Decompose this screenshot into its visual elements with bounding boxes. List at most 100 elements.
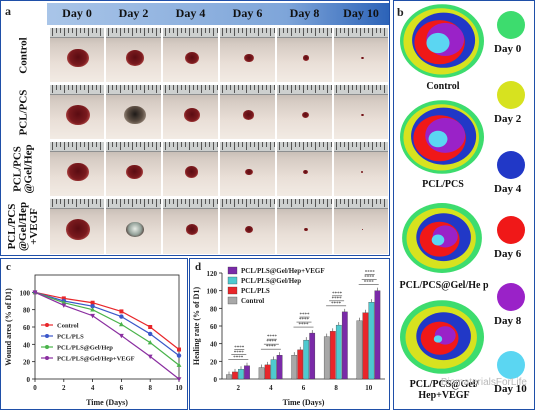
y-tick-label: 100 <box>207 288 218 296</box>
ruler-strip <box>220 85 275 95</box>
wound-spot <box>243 110 254 120</box>
wound-spot <box>243 53 254 63</box>
ruler-strip <box>50 28 104 38</box>
wound-photo <box>105 141 162 197</box>
wound-photo <box>162 198 219 255</box>
day-header-band <box>47 3 389 25</box>
legend-label: PCL/PLS@Gel/Hep+VEGF <box>241 267 325 275</box>
x-tick-label: 4 <box>91 384 95 392</box>
legend-label: PCL/PLS@Gel/Hep+VEGF <box>57 356 135 363</box>
series-line-pcl-pls-gel-hep-vegf <box>34 291 180 380</box>
significance-label: **** <box>234 351 245 356</box>
closure-ring-day-10 <box>428 130 448 148</box>
series-line-control <box>34 291 180 351</box>
legend-label: PCL/PLS <box>57 334 84 341</box>
ruler-strip <box>334 28 388 38</box>
ruler-strip <box>163 142 218 152</box>
data-point <box>148 331 153 337</box>
ruler-strip <box>220 142 275 152</box>
wound-photo <box>276 198 333 255</box>
ruler-strip <box>277 199 332 209</box>
data-point <box>61 300 67 305</box>
wound-photo <box>333 84 389 140</box>
ruler-strip <box>50 199 104 209</box>
legend-swatch <box>227 266 238 275</box>
wound-photo <box>333 198 389 255</box>
wound-photo <box>49 141 105 197</box>
significance-label: **** <box>364 276 375 281</box>
legend-label: Control <box>57 323 79 330</box>
wound-spot <box>361 171 363 173</box>
wound-photo <box>276 27 333 83</box>
data-point <box>176 362 182 367</box>
bar-control <box>323 336 330 380</box>
wound-spot <box>244 168 253 176</box>
bar-pcl-pls-gel-hep <box>368 302 375 380</box>
bar-pcl-pls-gel-hep <box>270 359 277 380</box>
chart-d-svg: d0204060801001202************4**********… <box>192 261 385 407</box>
series-line-pcl-pls-gel-hep <box>34 291 180 366</box>
significance-label: **** <box>299 318 310 323</box>
data-point <box>148 325 153 329</box>
bar-pcl-pls-gel-hep-vegf <box>374 290 381 380</box>
significance-label: **** <box>234 346 245 351</box>
legend-label: Control <box>241 297 264 305</box>
wound-photo <box>162 84 219 140</box>
wound-photo <box>276 84 333 140</box>
map-label-pcl-pcs: PCL/PCS <box>422 179 464 190</box>
significance-label: **** <box>233 356 244 361</box>
panel-b-letter: b <box>397 5 404 19</box>
chart-c-svg: c 0 20 40 60 80 100 0 2 4 6 8 10 Time (Days) Wound are… <box>4 261 183 407</box>
wound-spot <box>185 166 198 178</box>
wound-photo <box>276 141 333 197</box>
legend-marker <box>45 323 49 327</box>
legend-label: PCL/PLS@Gel/Hep <box>57 345 113 352</box>
y-tick-label: 40 <box>210 341 218 349</box>
map-label-pcl-pcs-gel-hep-vegf: PCL/PCS@Gel/ Hep+VEGF <box>409 379 479 401</box>
wound-photo <box>49 27 105 83</box>
legend-dot-day-10 <box>497 351 525 379</box>
legend-marker <box>45 345 49 349</box>
wound-photo <box>219 141 276 197</box>
data-point <box>147 354 153 360</box>
data-point <box>176 353 182 358</box>
x-tick-label: 2 <box>62 384 66 392</box>
bar-pcl-pls-gel-hep <box>303 339 310 380</box>
bar-control <box>291 355 298 380</box>
legend-label-day-6: Day 6 <box>494 248 522 260</box>
x-axis-label: Time (Days) <box>283 398 325 407</box>
day-header-10: Day 10 <box>343 6 379 20</box>
ruler-strip <box>50 85 104 95</box>
data-point <box>177 347 181 352</box>
y-axis-label: Healing rate (% of D1) <box>192 287 201 366</box>
data-point <box>90 313 95 319</box>
wound-photo <box>105 198 162 255</box>
data-point <box>119 309 124 314</box>
bar-pcl-pls-gel-hep <box>335 324 342 380</box>
ruler-strip <box>163 199 218 209</box>
wound-spot <box>66 104 90 126</box>
panel-d-healing-rate-chart: d 0 20 40 60 80 100 120 2 **** **** **** 4 **** **** **… <box>189 258 390 410</box>
data-point <box>61 303 67 308</box>
ruler-strip <box>220 28 275 38</box>
legend-label-day-0: Day 0 <box>494 43 522 55</box>
y-tick-label: 120 <box>207 270 218 278</box>
wound-photo <box>219 27 276 83</box>
y-tick-label: 20 <box>23 359 31 367</box>
legend-label-day-8: Day 8 <box>494 315 522 327</box>
ruler-strip <box>277 85 332 95</box>
wound-spot <box>123 105 146 125</box>
wound-spot <box>184 52 199 64</box>
legend-dot-day-2 <box>497 81 525 109</box>
wound-spot <box>67 162 89 182</box>
wound-photo <box>219 198 276 255</box>
y-tick-label: 80 <box>210 305 218 313</box>
ruler-strip <box>163 85 218 95</box>
y-tick-label: 20 <box>210 358 218 366</box>
legend-label: PCL/PLS <box>241 287 270 295</box>
y-tick-label: 80 <box>23 307 31 315</box>
day-header-2: Day 2 <box>118 6 149 20</box>
wound-photo <box>333 27 389 83</box>
y-tick-label: 0 <box>214 376 218 384</box>
legend-dot-day-6 <box>497 216 525 244</box>
